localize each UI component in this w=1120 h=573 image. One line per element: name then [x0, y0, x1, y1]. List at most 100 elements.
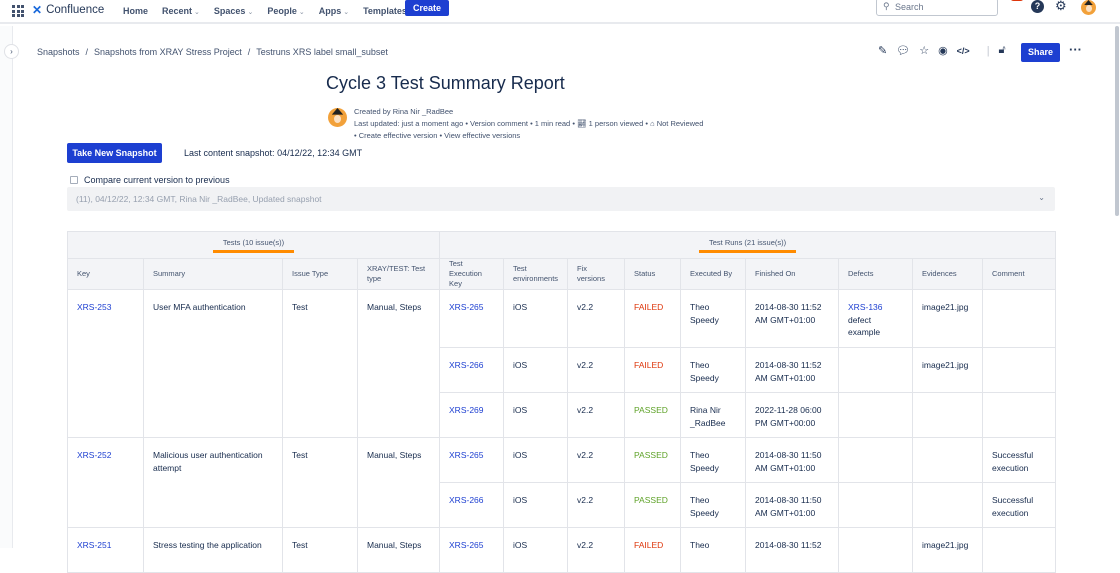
- breadcrumb-item[interactable]: Snapshots from XRAY Stress Project: [94, 47, 242, 57]
- user-avatar[interactable]: [1081, 0, 1096, 15]
- column-header: Test Execution Key: [439, 258, 505, 290]
- execution-key-link[interactable]: XRS-265: [439, 289, 505, 348]
- status-cell: FAILED: [624, 289, 682, 348]
- issue-key-link[interactable]: XRS-252: [67, 437, 144, 528]
- expand-sidebar-button[interactable]: ›: [4, 44, 19, 59]
- table-row: XRS-251 Stress testing the application Tes…: [67, 527, 1057, 573]
- evidence-cell[interactable]: [912, 482, 984, 528]
- last-snapshot: Last content snapshot: 04/12/22, 12:34 G…: [184, 148, 363, 158]
- evidence-cell[interactable]: image21.jpg: [912, 527, 984, 573]
- unlock-icon[interactable]: 🔓︎: [998, 44, 1006, 56]
- scrollbar[interactable]: [1115, 26, 1119, 216]
- chevron-down-icon: ⌄: [247, 9, 254, 16]
- evidence-cell[interactable]: image21.jpg: [912, 347, 984, 393]
- analytics-icon: 📈︎: [577, 119, 587, 128]
- breadcrumb-item[interactable]: Testruns XRS label small_subset: [256, 47, 388, 57]
- environment-cell: iOS: [503, 392, 569, 438]
- column-header: Key: [67, 258, 144, 290]
- column-header: Status: [624, 258, 682, 290]
- nav-home[interactable]: Home: [123, 6, 148, 16]
- nav-people[interactable]: People ⌄: [267, 6, 304, 16]
- execution-key-link[interactable]: XRS-266: [439, 347, 505, 393]
- defects-cell: XRS-136 defect example: [838, 289, 914, 348]
- author-avatar[interactable]: [328, 108, 347, 127]
- nav-label: Recent: [162, 6, 193, 16]
- execution-key-link[interactable]: XRS-266: [439, 482, 505, 528]
- code-icon[interactable]: </>: [956, 45, 970, 56]
- comment-icon[interactable]: 💬︎: [896, 45, 911, 57]
- star-icon[interactable]: ☆: [919, 45, 930, 57]
- table-row: XRS-269 iOS v2.2 PASSED Rina Nir _RadBee 2022…: [68, 392, 1057, 438]
- environment-cell: iOS: [503, 347, 569, 393]
- executed-by-cell: Theo Speedy: [680, 482, 747, 528]
- comment-cell: [982, 289, 1057, 348]
- search-placeholder: Search: [895, 2, 924, 12]
- table-row: XRS-253 User MFA authentication Test Manual…: [67, 289, 1057, 438]
- column-header: Issue Type: [282, 258, 358, 290]
- help-icon[interactable]: ?: [1031, 0, 1044, 13]
- created-by[interactable]: Created by Rina Nir _RadBee: [354, 107, 454, 116]
- notifications-button[interactable]: 9+: [1010, 0, 1024, 14]
- search-icon: ⚲: [883, 1, 890, 11]
- review-status[interactable]: Not Reviewed: [656, 119, 704, 128]
- confluence-logo[interactable]: ✕ Confluence: [32, 3, 104, 17]
- evidence-cell[interactable]: [912, 392, 984, 438]
- environment-cell: iOS: [503, 527, 569, 573]
- search-input[interactable]: ⚲ Search: [876, 0, 998, 16]
- defects-cell: [838, 347, 914, 393]
- execution-key-link[interactable]: XRS-265: [439, 527, 505, 573]
- nav-recent[interactable]: Recent ⌄: [162, 6, 200, 16]
- views-link[interactable]: 1 person viewed: [588, 119, 644, 128]
- status-cell: FAILED: [624, 347, 682, 393]
- summary-cell: Stress testing the application: [143, 527, 283, 573]
- nav-label: Home: [123, 6, 149, 16]
- create-button[interactable]: Create: [405, 0, 450, 16]
- take-snapshot-button[interactable]: Take New Snapshot: [67, 143, 162, 163]
- issue-key-link[interactable]: XRS-253: [67, 289, 144, 438]
- breadcrumb-separator: /: [247, 47, 251, 57]
- breadcrumb-item[interactable]: Snapshots: [37, 47, 80, 57]
- issue-key-link[interactable]: XRS-251: [67, 527, 144, 573]
- status-cell: FAILED: [624, 527, 682, 573]
- gear-icon[interactable]: ⚙: [1055, 0, 1067, 13]
- column-header: Comment: [982, 258, 1057, 290]
- app-name: Confluence: [46, 4, 105, 16]
- tests-group-label: Tests (10 issue(s)): [212, 238, 295, 253]
- evidence-cell[interactable]: image21.jpg: [912, 289, 984, 348]
- review-icon: ⌂: [650, 119, 655, 128]
- share-button[interactable]: Share: [1021, 43, 1060, 62]
- test-type-cell: Manual, Steps: [356, 437, 441, 528]
- chevron-down-icon: ⌄: [194, 9, 200, 16]
- last-updated: Last updated: just a moment ago: [354, 119, 464, 128]
- view-effective-versions-link[interactable]: View effective versions: [444, 131, 521, 140]
- breadcrumb-separator: /: [85, 47, 89, 57]
- environment-cell: iOS: [503, 289, 569, 348]
- breadcrumb: Snapshots / Snapshots from XRAY Stress Pro…: [37, 47, 388, 57]
- nav-templates[interactable]: Templates: [363, 6, 407, 16]
- watch-icon[interactable]: ◉: [938, 45, 948, 57]
- chevron-down-icon: ⌄: [343, 9, 350, 16]
- evidence-cell[interactable]: [912, 437, 984, 483]
- compare-checkbox[interactable]: [70, 176, 78, 184]
- more-icon[interactable]: ···: [1069, 42, 1082, 57]
- chevron-down-icon: ⌄: [298, 9, 305, 16]
- pencil-icon[interactable]: ✎: [878, 45, 888, 57]
- defects-cell: [838, 482, 914, 528]
- create-effective-version-link[interactable]: Create effective version: [358, 131, 438, 140]
- compare-versions[interactable]: Compare current version to previous: [70, 175, 230, 185]
- column-header: Summary: [143, 258, 283, 290]
- defect-link[interactable]: XRS-136: [848, 302, 883, 312]
- execution-key-link[interactable]: XRS-265: [439, 437, 505, 483]
- version-select[interactable]: (11), 04/12/22, 12:34 GMT, Rina Nir _Rad…: [67, 187, 1055, 211]
- runs-group-header: Test Runs (21 issue(s)): [439, 231, 1057, 259]
- nav-spaces[interactable]: Spaces ⌄: [214, 6, 253, 16]
- nav-label: Spaces: [213, 6, 246, 16]
- status-cell: PASSED: [624, 437, 682, 483]
- environment-cell: iOS: [503, 437, 569, 483]
- execution-key-link[interactable]: XRS-269: [439, 392, 505, 438]
- version-comment-link[interactable]: Version comment: [470, 119, 528, 128]
- nav-label: Apps: [318, 6, 342, 16]
- nav-apps[interactable]: Apps ⌄: [319, 6, 349, 16]
- app-switcher-icon[interactable]: [12, 5, 24, 17]
- top-navigation: ✕ Confluence Home Recent ⌄ Spaces ⌄ People ⌄ App…: [0, 0, 1120, 24]
